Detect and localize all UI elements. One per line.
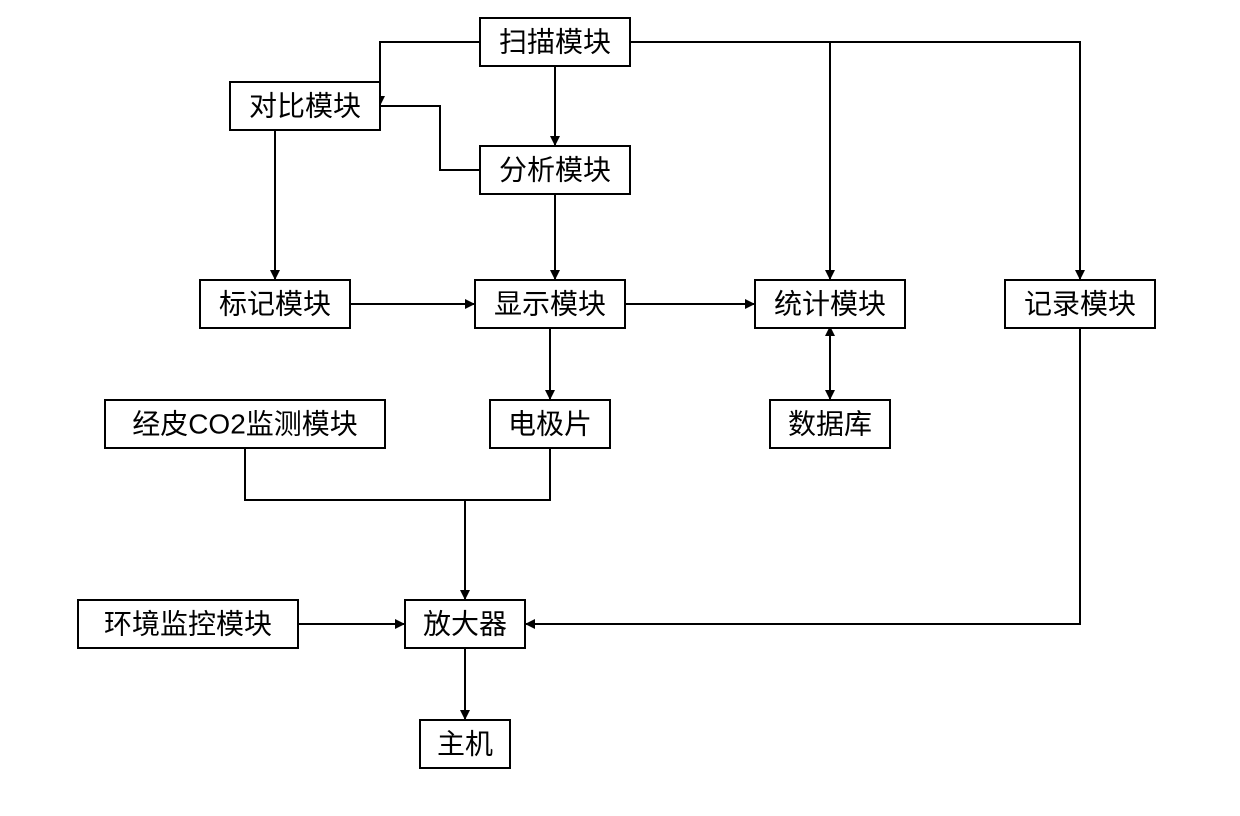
edge-electrode-amp (465, 448, 550, 600)
node-label-compare: 对比模块 (249, 91, 361, 122)
node-compare: 对比模块 (230, 82, 380, 130)
node-electrode: 电极片 (490, 400, 610, 448)
edges-group (245, 42, 1080, 720)
node-label-env: 环境监控模块 (104, 609, 272, 640)
node-label-co2: 经皮CO2监测模块 (132, 409, 358, 440)
node-analyze: 分析模块 (480, 146, 630, 194)
edge-scan-record (630, 42, 1080, 280)
node-db: 数据库 (770, 400, 890, 448)
node-record: 记录模块 (1005, 280, 1155, 328)
node-mark: 标记模块 (200, 280, 350, 328)
node-label-electrode: 电极片 (508, 409, 592, 440)
node-co2: 经皮CO2监测模块 (105, 400, 385, 448)
edge-record-amp (525, 328, 1080, 624)
node-label-stat: 统计模块 (774, 289, 886, 320)
edge-co2-amp_join (245, 448, 550, 500)
node-env: 环境监控模块 (78, 600, 298, 648)
node-label-record: 记录模块 (1024, 289, 1136, 320)
node-label-host: 主机 (437, 729, 493, 760)
node-display: 显示模块 (475, 280, 625, 328)
node-scan: 扫描模块 (480, 18, 630, 66)
edge-scan-stat (630, 42, 830, 280)
edge-analyze-compare (380, 106, 480, 170)
flowchart-canvas: 扫描模块对比模块分析模块标记模块 显示模块 统计模块 记录模块经皮CO2监测模块 电极片… (0, 0, 1240, 816)
node-label-mark: 标记模块 (219, 289, 331, 320)
node-label-db: 数据库 (788, 409, 872, 440)
node-host: 主机 (420, 720, 510, 768)
edge-scan-compare (380, 42, 480, 106)
nodes-group: 扫描模块对比模块分析模块标记模块 显示模块 统计模块 记录模块经皮CO2监测模块 电极片… (78, 18, 1155, 768)
node-label-amp: 放大器 (423, 609, 507, 640)
node-label-scan: 扫描模块 (499, 27, 611, 58)
node-amp: 放大器 (405, 600, 525, 648)
node-label-analyze: 分析模块 (499, 155, 611, 186)
node-label-display: 显示模块 (494, 289, 606, 320)
node-stat: 统计模块 (755, 280, 905, 328)
